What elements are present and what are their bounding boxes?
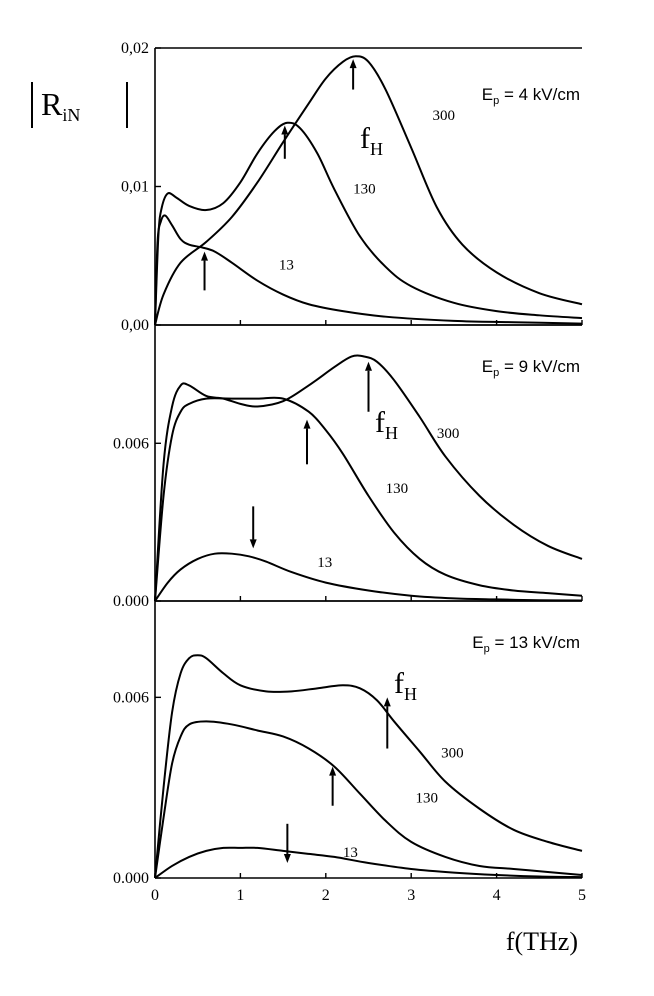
series-line-13 bbox=[154, 214, 583, 326]
arrow-head bbox=[383, 697, 391, 707]
panel-2: 0.006 0.000 300 130 13 Ep = 9 kV/cm fH bbox=[113, 324, 583, 610]
arrow-head bbox=[281, 125, 289, 135]
y-tick-label: 0.006 bbox=[113, 689, 149, 706]
y-tick-label: 0.000 bbox=[113, 593, 149, 610]
series-label-130: 130 bbox=[386, 481, 409, 497]
field-strength-label: Ep = 13 kV/cm bbox=[472, 633, 580, 655]
panel-3: 0.006 0.000 300 130 13 Ep = 13 kV/cm fH bbox=[113, 600, 583, 887]
svg-text:RiN: RiN bbox=[41, 86, 80, 125]
series-label-13: 13 bbox=[317, 555, 332, 571]
series-line-130 bbox=[154, 720, 583, 879]
fh-label: fH bbox=[375, 406, 398, 443]
y-tick-label: 0,02 bbox=[121, 40, 149, 57]
series-line-300 bbox=[154, 55, 583, 326]
arrow-head bbox=[201, 251, 209, 261]
field-strength-label: Ep = 4 kV/cm bbox=[482, 85, 580, 107]
x-tick-label: 1 bbox=[236, 887, 244, 904]
y-axis-title: RiN bbox=[31, 82, 128, 128]
series-label-13: 13 bbox=[343, 845, 358, 861]
arrow-head bbox=[283, 853, 291, 863]
fh-label: fH bbox=[360, 122, 383, 159]
series-line-300 bbox=[154, 654, 583, 879]
arrow-head bbox=[329, 766, 337, 776]
x-tick-label: 4 bbox=[493, 887, 501, 904]
arrow-head bbox=[365, 361, 372, 371]
x-tick-label: 5 bbox=[578, 887, 586, 904]
series-label-300: 300 bbox=[437, 426, 460, 442]
panel-1: 0,02 0,01 0,00 300 130 13 Ep = 4 kV/cm fH bbox=[121, 40, 583, 334]
series-line-130 bbox=[154, 121, 583, 326]
series-label-300: 300 bbox=[433, 108, 456, 124]
arrow-head bbox=[249, 539, 257, 549]
x-tick-label: 2 bbox=[322, 887, 330, 904]
series-line-300 bbox=[154, 354, 583, 602]
arrow-head bbox=[303, 419, 311, 429]
x-axis-title: f(THz) bbox=[506, 927, 578, 956]
field-strength-label: Ep = 9 kV/cm bbox=[482, 357, 580, 379]
x-tick-label: 0 bbox=[151, 887, 159, 904]
y-tick-label: 0.006 bbox=[113, 435, 149, 452]
series-label-130: 130 bbox=[353, 181, 376, 197]
series-label-130: 130 bbox=[415, 791, 438, 807]
arrow-head bbox=[349, 59, 357, 69]
series-line-13 bbox=[154, 846, 583, 879]
series-label-300: 300 bbox=[441, 746, 464, 762]
x-tick-label: 3 bbox=[407, 887, 415, 904]
y-tick-label: 0.000 bbox=[113, 870, 149, 887]
x-tick-labels: 0 1 2 3 4 5 bbox=[151, 887, 586, 904]
y-tick-label: 0,00 bbox=[121, 317, 149, 334]
fh-label: fH bbox=[394, 667, 417, 704]
series-line-130 bbox=[154, 396, 583, 602]
series-line-13 bbox=[154, 552, 583, 602]
series-label-13: 13 bbox=[279, 258, 294, 274]
y-tick-label: 0,01 bbox=[121, 179, 149, 196]
